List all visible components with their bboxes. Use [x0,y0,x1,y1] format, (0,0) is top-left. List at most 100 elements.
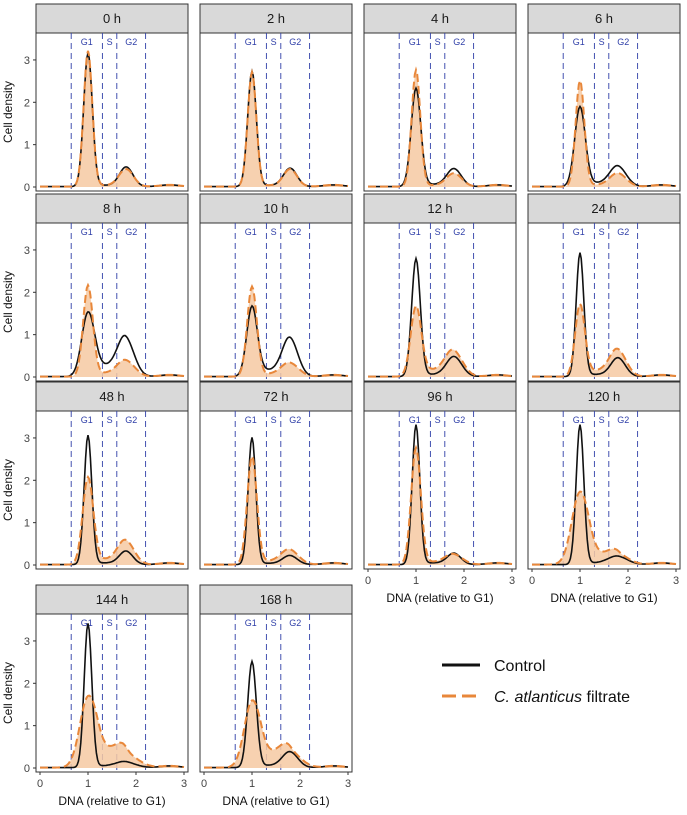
treatment-density-line [40,475,185,566]
legend: Control C. atlanticus filtrate [442,658,630,706]
phase-label-s: S [435,415,441,425]
treatment-density-line [368,304,513,378]
treatment-density-area [40,695,184,768]
facet-strip [527,193,681,224]
y-axis-title: Cell density [1,662,15,724]
x-axis-title: DNA (relative to G1) [58,794,165,808]
legend-treatment-suffix: filtrate [582,689,630,706]
phase-label-g1: G1 [245,37,257,47]
phase-label-s: S [107,618,113,628]
treatment-density-line [204,699,349,769]
facet-title: 144 h [96,592,129,607]
treatment-density-line [40,50,185,188]
phase-label-s: S [435,227,441,237]
phase-label-g1: G1 [245,415,257,425]
facet-title: 24 h [591,201,616,216]
x-tick-label: 2 [461,575,467,587]
phase-label-g1: G1 [245,227,257,237]
y-tick-label: 2 [24,287,30,299]
x-axis-title: DNA (relative to G1) [550,591,657,605]
y-axis-title: Cell density [1,271,15,333]
phase-label-g2: G2 [125,618,137,628]
facet-title: 12 h [427,201,452,216]
y-tick-label: 3 [24,245,30,257]
y-tick-label: 2 [24,97,30,109]
x-tick-label: 0 [529,575,535,587]
treatment-density-line [368,444,513,566]
phase-label-g1: G1 [81,37,93,47]
treatment-density-line [40,282,185,378]
y-axis-title: Cell density [1,81,15,143]
facet-panel-6h: 6 h G1 S G2 [527,3,681,192]
phase-label-s: S [271,618,277,628]
facet-panel-120h: 120 h G1 S G2 0 1 2 3 DNA (relative to G1) [527,381,681,605]
facet-panel-168h: 168 h G1 S G2 0 1 2 3 DNA (relative to G1) [199,584,353,808]
y-tick-label: 0 [24,182,30,194]
phase-label-s: S [271,227,277,237]
x-tick-label: 1 [249,778,255,790]
plot-area [35,32,189,192]
plot-area [35,222,189,382]
phase-label-s: S [107,37,113,47]
x-tick-label: 3 [181,778,187,790]
facet-panels: 0 h G1 S G2 0 1 2 3 Cell density 2 h G1 S G2 4 h G1 S G2… [1,3,681,808]
treatment-density-area [204,700,348,768]
facet-title: 96 h [427,389,452,404]
treatment-density-line [532,77,677,188]
y-tick-label: 2 [24,475,30,487]
control-density-line [204,658,349,769]
phase-label-g2: G2 [617,415,629,425]
phase-label-g2: G2 [453,37,465,47]
plot-area [527,32,681,192]
facet-panel-10h: 10 h G1 S G2 [199,193,353,382]
facet-title: 0 h [103,11,121,26]
phase-label-s: S [599,37,605,47]
facet-panel-48h: 48 h G1 S G2 0 1 2 3 Cell density [1,381,189,572]
facet-strip [527,381,681,412]
facet-title: 2 h [267,11,285,26]
plot-area [35,410,189,570]
y-tick-label: 0 [24,763,30,775]
facet-strip [35,193,189,224]
x-tick-label: 3 [509,575,515,587]
facet-title: 120 h [588,389,621,404]
phase-label-g1: G1 [409,227,421,237]
x-axis-title: DNA (relative to G1) [222,794,329,808]
phase-label-s: S [107,415,113,425]
facet-strip [363,3,517,34]
facet-strip [199,584,353,615]
x-tick-label: 1 [577,575,583,587]
x-tick-label: 0 [201,778,207,790]
treatment-density-line [532,301,677,378]
phase-label-g2: G2 [125,415,137,425]
plot-area [363,32,517,192]
phase-label-s: S [599,227,605,237]
facet-panel-96h: 96 h G1 S G2 0 1 2 3 DNA (relative to G1) [363,381,517,605]
plot-area [199,613,353,773]
facet-title: 8 h [103,201,121,216]
x-tick-label: 2 [133,778,139,790]
phase-label-g2: G2 [617,37,629,47]
treatment-density-line [204,284,349,378]
phase-label-g2: G2 [453,415,465,425]
phase-label-g1: G1 [573,227,585,237]
phase-label-g1: G1 [409,415,421,425]
legend-treatment-species: C. atlanticus [494,689,582,706]
facet-strip [35,3,189,34]
plot-area [35,613,189,773]
phase-label-g2: G2 [289,618,301,628]
plot-area [363,222,517,382]
legend-treatment-label: C. atlanticus filtrate [494,689,630,706]
plot-area [527,222,681,382]
x-tick-label: 0 [37,778,43,790]
treatment-density-line [40,694,185,769]
facet-panel-144h: 144 h G1 S G2 0 1 2 3 Cell density 0 1 2 3 DNA (relat… [1,584,189,808]
facet-panel-2h: 2 h G1 S G2 [199,3,353,192]
phase-label-g1: G1 [81,227,93,237]
y-tick-label: 1 [24,518,30,530]
x-tick-label: 1 [85,778,91,790]
y-tick-label: 0 [24,560,30,572]
phase-label-g1: G1 [573,415,585,425]
phase-label-g2: G2 [125,227,137,237]
